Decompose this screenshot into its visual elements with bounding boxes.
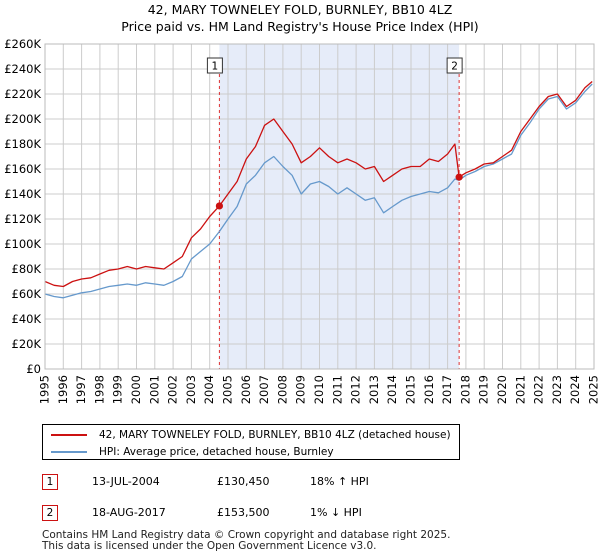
x-tick-label: 2010 [312,375,326,404]
transaction-date: 13-JUL-2004 [92,475,160,488]
y-tick-label: £20K [12,337,42,351]
x-tick-label: 1995 [38,375,52,404]
x-tick-label: 2023 [550,375,564,404]
x-tick-label: 2003 [184,375,198,404]
footer-line-1: Contains HM Land Registry data © Crown c… [42,529,451,541]
x-tick-label: 2017 [440,375,454,404]
footer-attribution: Contains HM Land Registry data © Crown c… [42,530,450,552]
transaction-label: 2 [451,61,458,73]
x-tick-label: 2020 [495,375,509,404]
y-tick-label: £80K [12,262,42,276]
table-row: 2 18-AUG-2017 £153,500 1% ↓ HPI [42,505,562,523]
x-tick-label: 1999 [111,375,125,404]
property-price-line [44,81,593,288]
transaction-badge: 2 [42,505,58,521]
transaction-label: 1 [212,61,219,73]
x-tick-label: 2015 [404,375,418,404]
plot-frame [44,43,595,370]
x-tick-label: 1996 [56,375,70,404]
x-tick-label: 2024 [568,375,582,404]
transaction-label-box: 1 [206,57,223,74]
y-tick-label: £260K [4,37,41,51]
y-tick-label: £60K [12,287,42,301]
transaction-price: £153,500 [217,506,270,519]
y-tick-label: £160K [4,162,41,176]
table-row: 1 13-JUL-2004 £130,450 18% ↑ HPI [42,474,562,492]
x-tick-label: 2007 [257,375,271,404]
transaction-price: £130,450 [217,475,270,488]
transaction-label-frame [446,57,463,74]
x-tick-label: 2004 [202,375,216,404]
y-tick-label: £140K [4,187,41,201]
y-tick-label: £180K [4,137,41,151]
y-tick-label: £40K [12,312,42,326]
chart-title: 42, MARY TOWNELEY FOLD, BURNLEY, BB10 4L… [147,2,453,17]
x-tick-label: 2016 [422,375,436,404]
x-tick-label: 2021 [513,375,527,404]
y-tick-label: £120K [4,212,41,226]
x-tick-label: 2022 [532,375,546,404]
x-tick-label: 2018 [458,375,472,404]
x-tick-label: 2000 [129,375,143,404]
x-tick-label: 2006 [239,375,253,404]
x-tick-label: 2008 [275,375,289,404]
y-tick-label: £220K [4,87,41,101]
transaction-date: 18-AUG-2017 [92,506,166,519]
legend-swatch-hpi [51,451,87,453]
x-tick-label: 2012 [349,375,363,404]
x-tick-label: 2009 [294,375,308,404]
x-tick-label: 2001 [147,375,161,404]
legend-label-property: 42, MARY TOWNELEY FOLD, BURNLEY, BB10 4L… [99,429,451,441]
x-tick-label: 2002 [166,375,180,404]
chart-legend: 42, MARY TOWNELEY FOLD, BURNLEY, BB10 4L… [42,424,460,460]
price-chart: £0 £20K £40K £60K £80K £100K £120K £140K £160K £1… [4,37,600,404]
transaction-point [455,173,463,181]
y-tick-label: £240K [4,62,41,76]
transaction-label-frame [206,57,223,74]
y-tick-label: £200K [4,112,41,126]
chart-subtitle: Price paid vs. HM Land Registry's House … [121,19,479,34]
x-tick-label: 2011 [330,375,344,404]
ownership-period-shade [219,44,460,369]
transaction-point [215,202,223,210]
y-tick-label: £100K [4,237,41,251]
footer-line-2: This data is licensed under the Open Gov… [42,540,377,552]
x-tick-label: 2019 [477,375,491,404]
x-tick-label: 1997 [74,375,88,404]
x-tick-label: 2014 [385,375,399,404]
x-tick-label: 2025 [587,375,600,404]
transaction-badge: 1 [42,474,58,490]
legend-label-hpi: HPI: Average price, detached house, Burn… [99,446,334,458]
y-tick-label: £0 [26,362,41,376]
x-tick-label: 1998 [92,375,106,404]
x-tick-label: 2013 [367,375,381,404]
transaction-hpi-change: 1% ↓ HPI [310,506,362,519]
hpi-line [44,83,593,299]
x-tick-label: 2005 [221,375,235,404]
legend-swatch-property [51,434,87,436]
transaction-hpi-change: 18% ↑ HPI [310,475,369,488]
transaction-label-box: 2 [446,57,463,74]
